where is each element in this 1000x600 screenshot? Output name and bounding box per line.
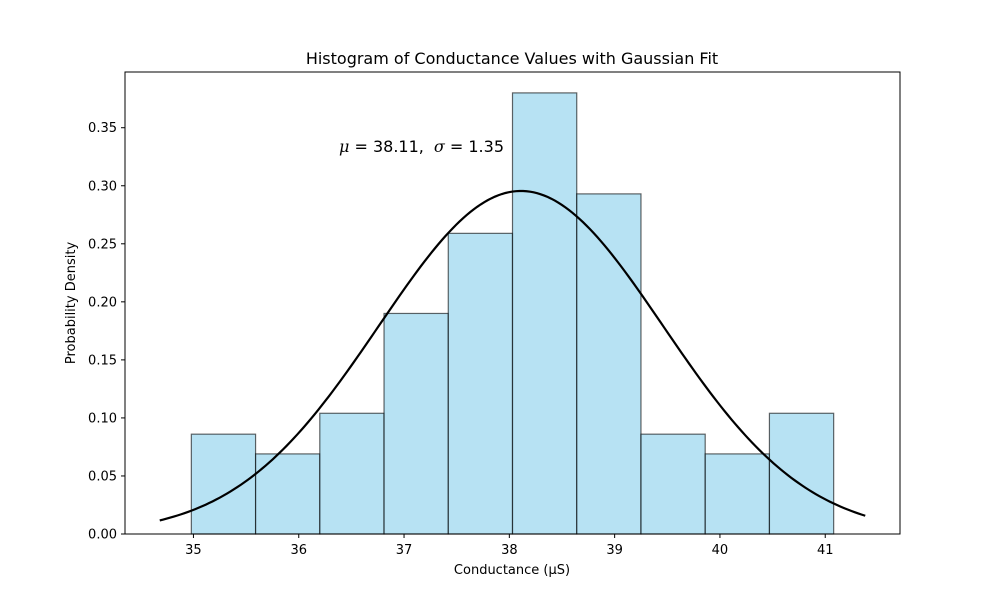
sigma-value: 1.35 — [468, 137, 504, 156]
gaussian-fit-curve — [159, 189, 866, 522]
y-axis-label: Probability Density — [64, 242, 79, 365]
y-tick-label: 0.10 — [88, 411, 117, 426]
y-tick-label: 0.20 — [88, 295, 117, 310]
x-tick-label: 35 — [185, 543, 202, 558]
x-tick-label: 36 — [290, 543, 307, 558]
histogram-bar — [254, 453, 321, 535]
y-tick-label: 0.30 — [88, 179, 117, 194]
x-tick-label: 41 — [817, 543, 834, 558]
chart-title: Histogram of Conductance Values with Gau… — [306, 49, 718, 68]
x-tick-label: 37 — [396, 543, 413, 558]
y-tick-label: 0.00 — [88, 528, 117, 543]
mu-value: 38.11, — [373, 137, 424, 156]
x-tick-label: 39 — [606, 543, 623, 558]
histogram-bars — [190, 92, 835, 535]
histogram-bar — [447, 232, 514, 535]
x-tick-label: 38 — [501, 543, 518, 558]
plot-frame — [124, 71, 901, 535]
sigma-equals: = — [445, 137, 469, 156]
histogram-bar — [704, 453, 771, 535]
y-tick-label: 0.15 — [88, 353, 117, 368]
y-tick-label: 0.05 — [88, 469, 117, 484]
sigma-symbol: σ — [434, 137, 446, 156]
x-axis-label: Conductance (µS) — [454, 563, 570, 578]
x-axis-ticks: 35 36 37 38 39 40 41 — [185, 534, 834, 558]
mu-symbol: μ — [339, 137, 349, 156]
histogram-bar — [319, 412, 385, 535]
x-tick-label: 40 — [712, 543, 729, 558]
histogram-bar — [383, 312, 449, 535]
histogram-bar — [190, 433, 257, 535]
histogram-bar — [640, 433, 706, 535]
histogram-bar — [511, 92, 578, 535]
histogram-bar — [576, 193, 642, 535]
histogram-bar — [768, 412, 835, 535]
y-tick-label: 0.35 — [88, 121, 117, 136]
y-axis-ticks: 0.00 0.05 0.10 0.15 0.20 0.25 0.30 0.35 — [88, 121, 125, 543]
mu-equals: = — [349, 137, 373, 156]
y-tick-label: 0.25 — [88, 237, 117, 252]
fit-annotation: μ = 38.11, σ = 1.35 — [339, 137, 504, 156]
